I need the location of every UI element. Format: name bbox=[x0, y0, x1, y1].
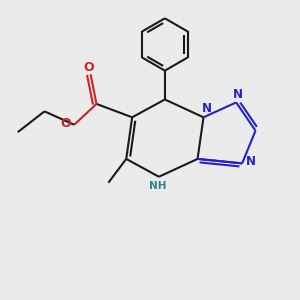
Text: N: N bbox=[233, 88, 243, 100]
Text: NH: NH bbox=[149, 181, 166, 191]
Text: N: N bbox=[202, 103, 212, 116]
Text: N: N bbox=[246, 155, 256, 168]
Text: O: O bbox=[84, 61, 94, 74]
Text: O: O bbox=[61, 117, 71, 130]
